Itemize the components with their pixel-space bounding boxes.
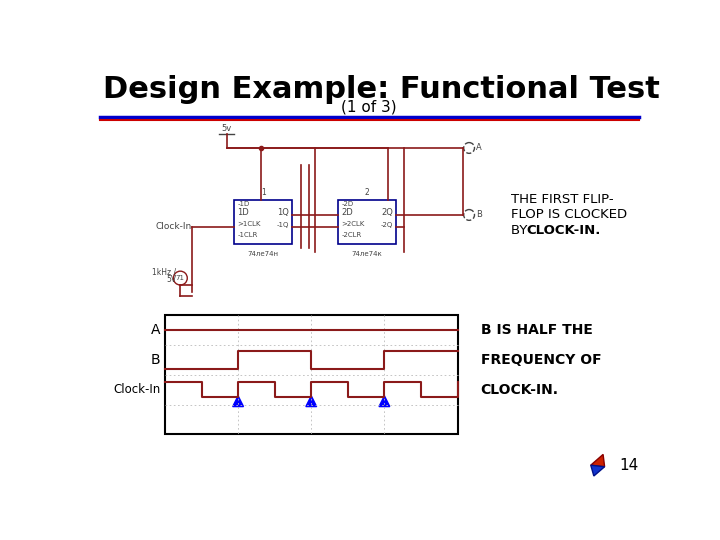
Text: -1CLR: -1CLR [238,232,258,238]
Text: 74ле74н: 74ле74н [248,251,279,256]
Text: A: A [476,144,482,152]
Polygon shape [233,396,243,407]
Text: 2: 2 [365,188,369,197]
Text: -1D: -1D [238,201,250,207]
Text: 2Q: 2Q [381,208,393,217]
Text: 1: 1 [261,188,266,197]
Text: 74ле74к: 74ле74к [351,251,382,256]
Text: A: A [150,323,161,337]
Text: FREQUENCY OF: FREQUENCY OF [481,353,601,367]
Text: B: B [476,211,482,219]
Polygon shape [590,465,605,476]
Polygon shape [379,396,390,407]
Bar [234,200,292,244]
Text: 2D: 2D [341,208,353,217]
Polygon shape [590,455,605,467]
Text: Design Example: Functional Test: Design Example: Functional Test [104,75,660,104]
Text: -2CLR: -2CLR [341,232,361,238]
Text: THE FIRST FLIP-: THE FIRST FLIP- [511,193,614,206]
Circle shape [464,143,474,153]
Text: >1CLK: >1CLK [238,221,261,227]
Text: -2D: -2D [341,201,354,207]
Text: B: B [150,353,161,367]
Text: -2Q: -2Q [381,221,393,227]
Text: 5v: 5v [222,124,232,132]
Text: 71: 71 [176,275,185,281]
Text: Clock-In: Clock-In [156,222,192,231]
Text: BY: BY [511,224,532,237]
Polygon shape [306,396,317,407]
Text: CLOCK-IN.: CLOCK-IN. [527,224,601,237]
Text: >2CLK: >2CLK [341,221,364,227]
Text: 5V: 5V [166,275,176,284]
Circle shape [464,210,474,220]
Bar [165,315,457,434]
Text: B IS HALF THE: B IS HALF THE [481,323,593,337]
Text: 1Q: 1Q [277,208,289,217]
Text: 14: 14 [619,458,639,472]
Circle shape [174,271,187,285]
Text: -1Q: -1Q [276,221,289,227]
Text: (1 of 3): (1 of 3) [341,100,397,114]
Bar [338,200,396,244]
Text: Clock-In: Clock-In [113,383,161,396]
Text: 1D: 1D [238,208,249,217]
Text: CLOCK-IN.: CLOCK-IN. [481,383,559,397]
Text: FLOP IS CLOCKED: FLOP IS CLOCKED [511,208,628,221]
Text: 1kHz /: 1kHz / [153,267,176,276]
